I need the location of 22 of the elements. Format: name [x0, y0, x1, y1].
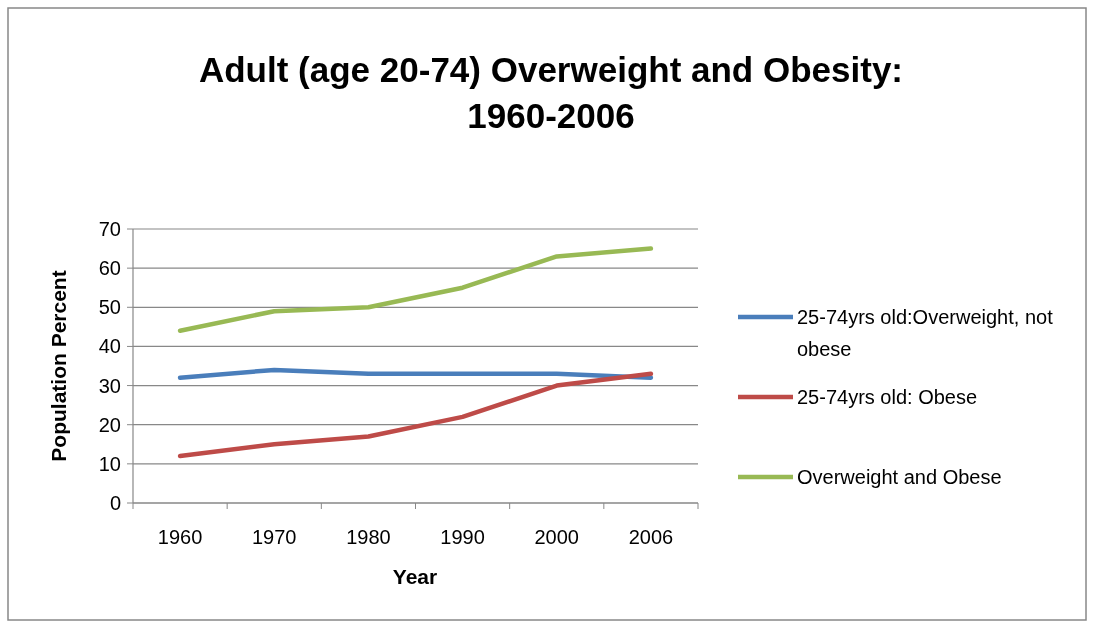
- x-tick-label: 1970: [252, 526, 297, 548]
- x-tick-label: 1990: [440, 526, 485, 548]
- y-axis-title: Population Percent: [47, 270, 70, 462]
- y-tick-label: 60: [98, 257, 121, 280]
- y-tick-label: 20: [98, 413, 121, 436]
- line-series: [177, 371, 654, 459]
- y-tick-label: 40: [98, 335, 121, 358]
- y-tick-label: 10: [98, 452, 121, 475]
- x-tick-label: 1980: [346, 526, 391, 548]
- chart-title: Adult (age 20-74) Overweight and Obesity: 1960-2006: [198, 50, 904, 135]
- x-tick-label: 2006: [628, 526, 674, 548]
- y-tick-label: 30: [98, 374, 121, 397]
- line-series: [177, 246, 654, 334]
- x-axis-title: Year: [392, 565, 438, 588]
- x-tick-label: 1960: [157, 526, 203, 548]
- y-tick-label: 70: [98, 218, 121, 240]
- legend-label: 25-74yrs old: Obese: [797, 386, 978, 408]
- x-tick-label: 2000: [534, 526, 579, 548]
- legend-label: 25-74yrs old:Overweight, not obese: [797, 306, 1054, 360]
- y-tick-label: 50: [98, 296, 121, 319]
- y-tick-label: 0: [109, 492, 121, 514]
- legend-label: Overweight and Obese: [797, 466, 1002, 488]
